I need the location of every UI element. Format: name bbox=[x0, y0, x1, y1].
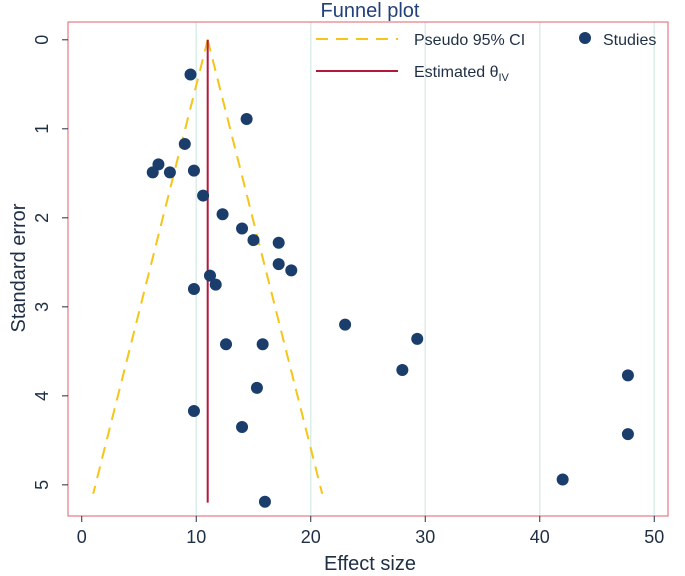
study-point bbox=[220, 338, 233, 351]
y-axis-title: Standard error bbox=[8, 203, 30, 332]
study-point bbox=[240, 113, 253, 126]
study-point bbox=[178, 137, 191, 150]
y-tick-label: 5 bbox=[32, 480, 52, 490]
x-axis-title: Effect size bbox=[324, 553, 416, 575]
x-tick-label: 40 bbox=[530, 527, 550, 547]
study-point bbox=[411, 332, 424, 345]
study-point bbox=[272, 236, 285, 249]
study-point bbox=[163, 166, 176, 179]
x-tick-label: 20 bbox=[301, 527, 321, 547]
ci-line-right bbox=[206, 39, 324, 494]
study-point bbox=[203, 269, 216, 282]
y-tick-label: 4 bbox=[32, 391, 52, 401]
study-point bbox=[236, 420, 249, 433]
legend-estimate-label: Estimated θIV bbox=[414, 64, 510, 84]
legend-ci-label: Pseudo 95% CI bbox=[414, 32, 525, 49]
pseudo-ci-lines bbox=[92, 39, 324, 494]
legend-studies-swatch bbox=[579, 32, 591, 44]
study-point bbox=[236, 222, 249, 235]
study-point bbox=[247, 234, 260, 247]
legend-estimate-label-subscript: IV bbox=[498, 72, 509, 84]
y-tick-label: 2 bbox=[32, 213, 52, 223]
ci-line-left bbox=[92, 39, 209, 494]
study-point bbox=[621, 369, 634, 382]
study-point bbox=[216, 208, 229, 221]
study-point bbox=[621, 428, 634, 441]
study-point bbox=[250, 381, 263, 394]
y-tick-label: 0 bbox=[32, 35, 52, 45]
study-point bbox=[187, 404, 200, 417]
legend: Pseudo 95% CI Studies Estimated θIV bbox=[316, 32, 656, 84]
study-point bbox=[209, 278, 222, 291]
study-point bbox=[197, 189, 210, 202]
x-tick-label: 50 bbox=[644, 527, 664, 547]
legend-studies-label: Studies bbox=[603, 32, 656, 49]
x-tick-label: 30 bbox=[415, 527, 435, 547]
study-point bbox=[256, 338, 269, 351]
study-point bbox=[339, 318, 352, 331]
study-point bbox=[396, 364, 409, 377]
chart-title: Funnel plot bbox=[321, 0, 420, 22]
y-tick-label: 1 bbox=[32, 124, 52, 134]
x-axis: 0 10 20 30 40 50 bbox=[77, 516, 664, 547]
study-point bbox=[146, 166, 159, 179]
study-point bbox=[258, 495, 271, 508]
study-point bbox=[187, 164, 200, 177]
study-point bbox=[184, 68, 197, 81]
y-axis: 0 1 2 3 4 5 bbox=[32, 35, 68, 490]
x-tick-label: 0 bbox=[77, 527, 87, 547]
study-point bbox=[285, 264, 298, 277]
study-point bbox=[187, 283, 200, 296]
y-tick-label: 3 bbox=[32, 302, 52, 312]
plot-area-frame bbox=[67, 21, 669, 517]
grid-lines bbox=[195, 22, 656, 516]
study-point bbox=[556, 473, 569, 486]
x-tick-label: 10 bbox=[186, 527, 206, 547]
legend-estimate-label-main: Estimated θ bbox=[414, 64, 499, 81]
study-point bbox=[272, 258, 285, 271]
study-points bbox=[146, 68, 634, 508]
